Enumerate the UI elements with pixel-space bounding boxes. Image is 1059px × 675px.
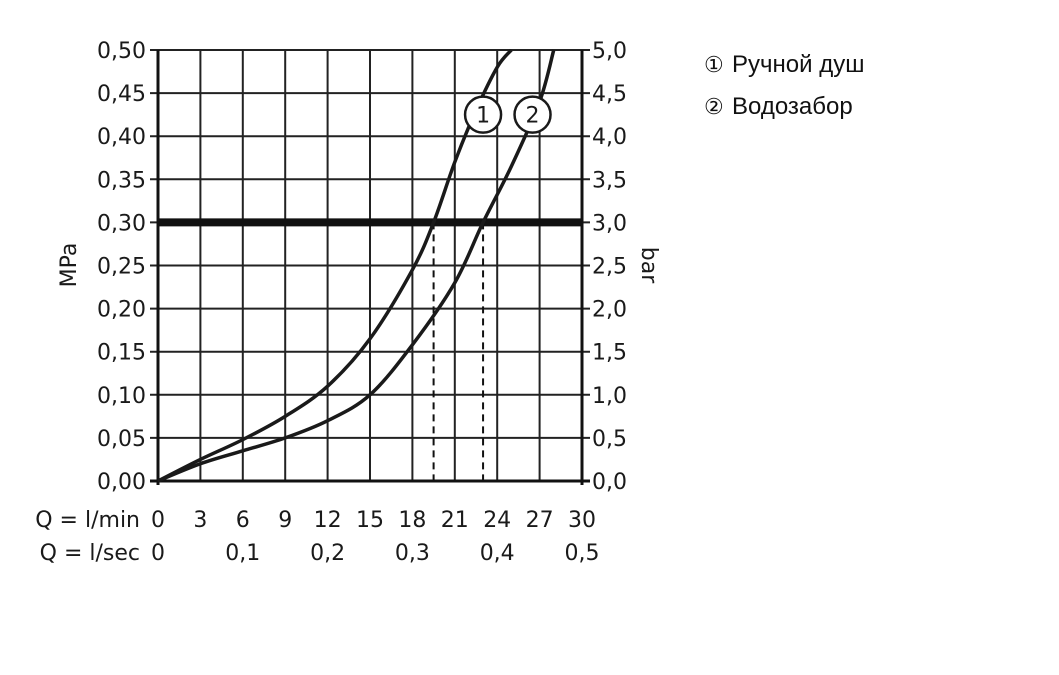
legend: ① Ручной душ ② Водозабор: [704, 44, 864, 128]
reference-line-layer: [158, 218, 582, 481]
y-tick-label-left: 0,30: [97, 211, 146, 236]
series-label-text: 2: [526, 104, 540, 129]
legend-label: Ручной душ: [732, 51, 865, 78]
y-tick-label-left: 0,15: [97, 341, 146, 366]
y-tick-label-right: 4,0: [592, 125, 627, 150]
x-tick-label: 9: [278, 508, 292, 533]
x-tick-label: 24: [483, 508, 511, 533]
x-tick-label: 6: [236, 508, 250, 533]
y-tick-label-right: 1,5: [592, 341, 627, 366]
x-axis-row-title: Q = l/sec: [40, 541, 140, 566]
x-tick-label: 0,3: [395, 541, 430, 566]
y-tick-label-left: 0,45: [97, 82, 146, 107]
series-label-circle: [513, 95, 552, 134]
y-tick-label-right: 2,5: [592, 255, 627, 280]
x-tick-label: 27: [526, 508, 554, 533]
legend-item: ② Водозабор: [704, 86, 864, 128]
y-tick-label-right: 0,5: [592, 427, 627, 452]
y-axis-right-title: bar: [636, 247, 661, 284]
x-tick-label: 12: [314, 508, 342, 533]
x-tick-label: 30: [568, 508, 596, 533]
x-tick-label: 0,4: [480, 541, 515, 566]
x-tick-label: 0: [151, 541, 165, 566]
y-tick-label-left: 0,40: [97, 125, 146, 150]
y-tick-label-right: 1,0: [592, 384, 627, 409]
x-tick-label: 15: [356, 508, 384, 533]
y-axis-right-ticks: 0,0 0,5 1,0 1,5 2,0 2,5 3,0 3,5 4,0 4,5 5,0: [592, 39, 627, 495]
legend-label: Водозабор: [732, 93, 853, 120]
series-label-circle: [463, 95, 503, 134]
x-axis-row-title: Q = l/min: [35, 508, 140, 533]
y-tick-label-left: 0,25: [97, 255, 146, 280]
y-tick-label-right: 3,5: [592, 168, 627, 193]
x-tick-label: 21: [441, 508, 469, 533]
x-axis-ticks: Q = l/min 0 3 6 9 12 15 18 21 24 27 30 Q = l/sec 0 0,1…: [35, 508, 599, 566]
x-tick-label: 18: [398, 508, 426, 533]
legend-marker: ①: [704, 52, 724, 77]
x-tick-label: 0: [151, 508, 165, 533]
y-tick-label-right: 3,0: [592, 211, 627, 236]
y-tick-label-right: 5,0: [592, 39, 627, 64]
y-tick-label-left: 0,35: [97, 168, 146, 193]
y-tick-label-left: 0,05: [97, 427, 146, 452]
x-tick-label: 0,1: [225, 541, 260, 566]
y-axis-left-title: MPa: [57, 243, 82, 288]
y-tick-label-left: 0,50: [97, 39, 146, 64]
y-tick-label-left: 0,10: [97, 384, 146, 409]
y-tick-label-right: 2,0: [592, 298, 627, 323]
series-line-2: [157, 49, 556, 483]
y-axis-left-ticks: 0,00 0,05 0,10 0,15 0,20 0,25 0,30 0,35 0,40 0,45…: [97, 39, 146, 495]
y-tick-label-left: 0,00: [97, 470, 146, 495]
x-tick-label: 0,5: [565, 541, 600, 566]
series-label-text: 1: [476, 104, 490, 129]
y-tick-label-right: 4,5: [592, 82, 627, 107]
x-tick-label: 3: [193, 508, 207, 533]
legend-item: ① Ручной душ: [704, 44, 864, 86]
y-tick-label-left: 0,20: [97, 298, 146, 323]
y-tick-label-right: 0,0: [592, 470, 627, 495]
x-tick-label: 0,2: [310, 541, 345, 566]
legend-marker: ②: [704, 94, 724, 119]
